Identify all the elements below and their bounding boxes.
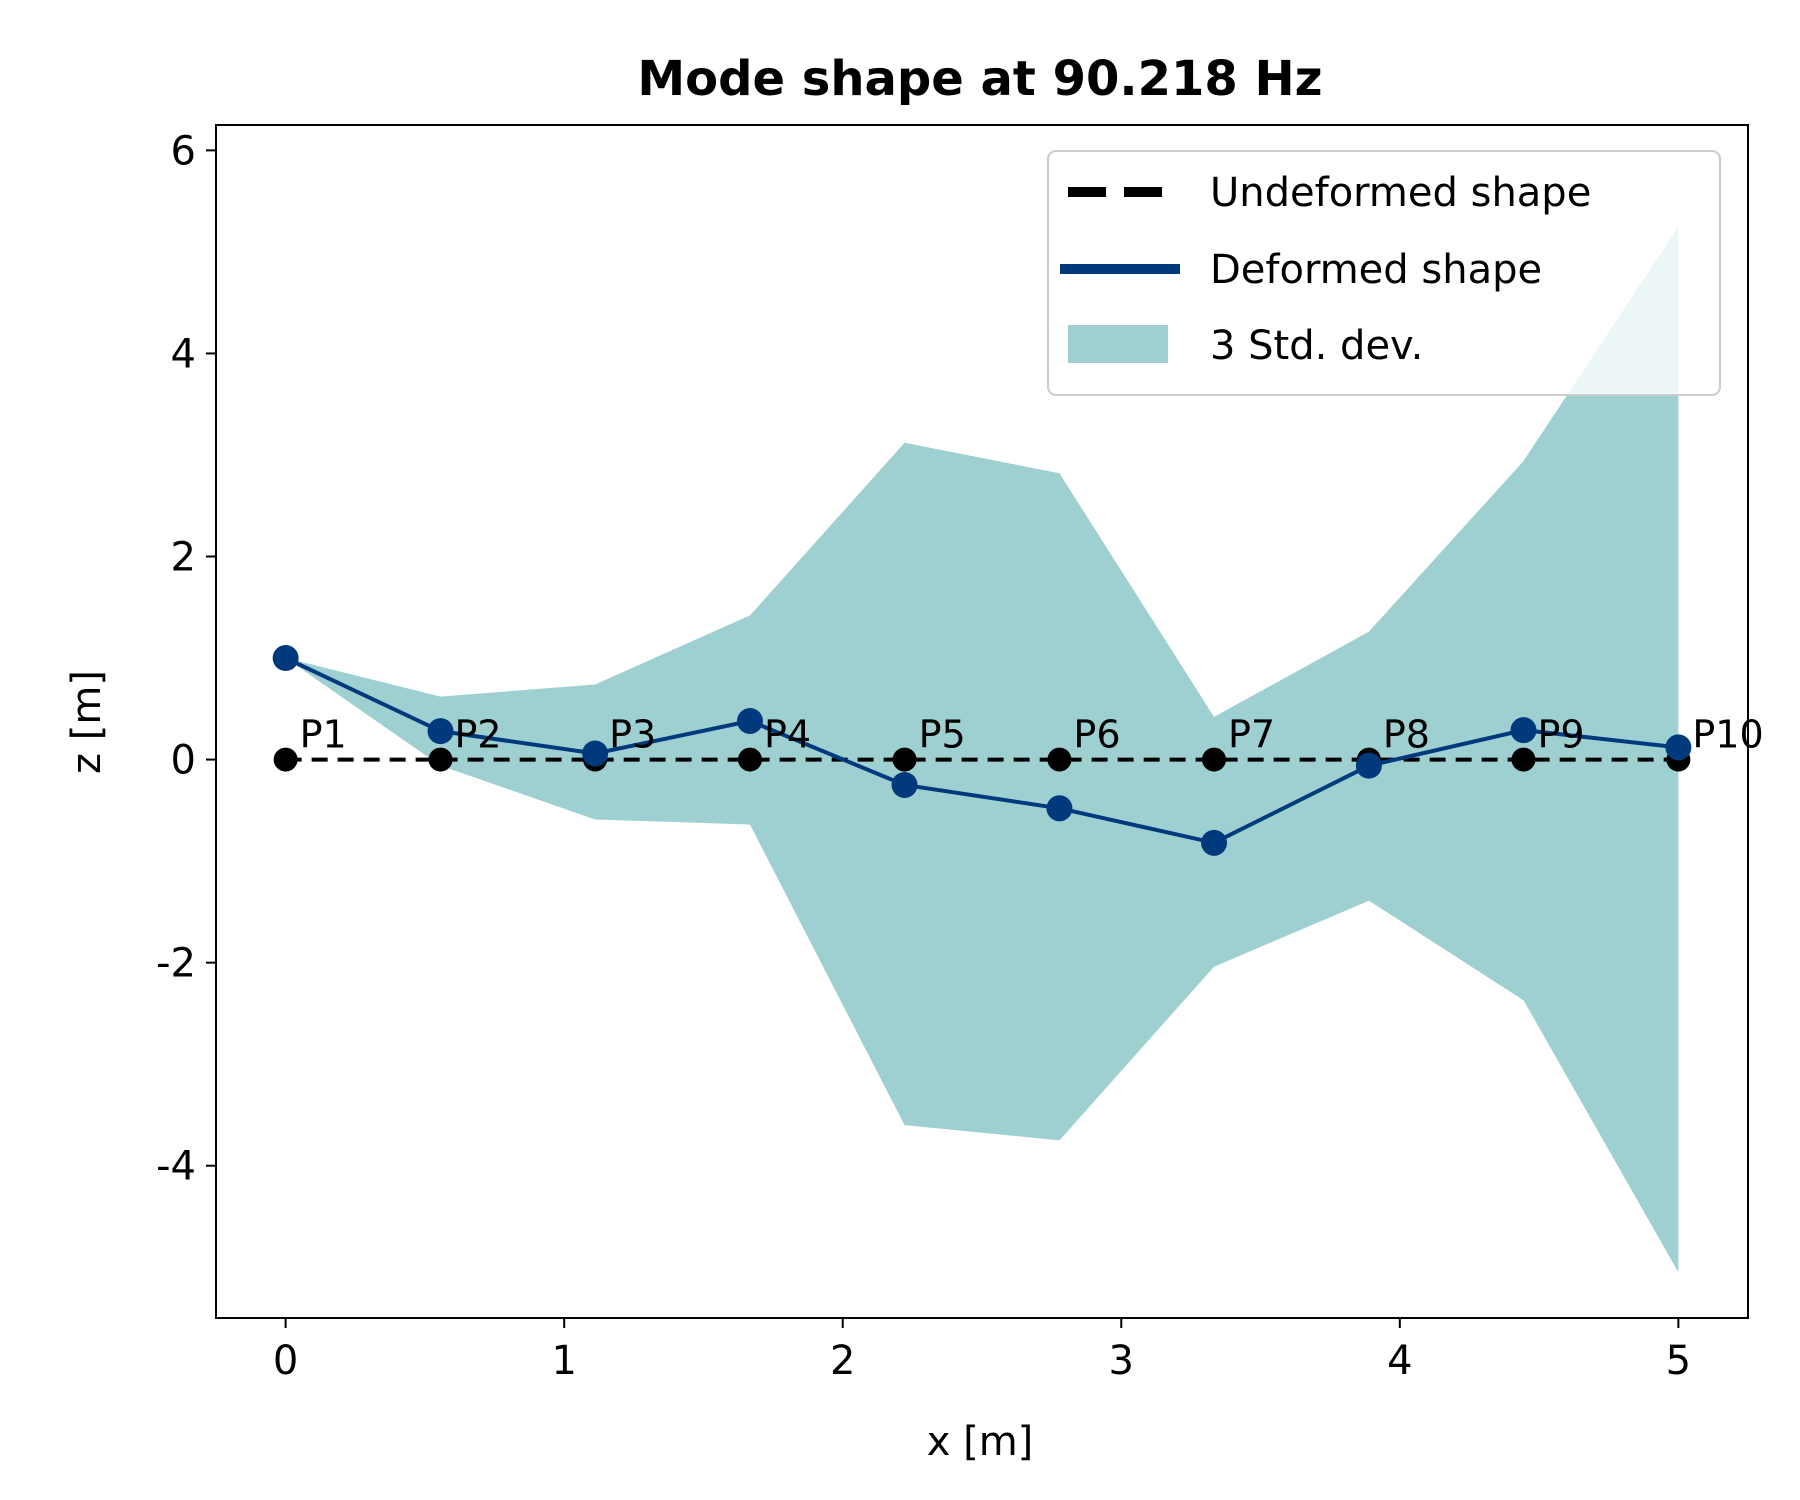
legend-band-swatch <box>1068 325 1168 363</box>
undeformed-point <box>1202 747 1227 772</box>
x-tick-label: 3 <box>1109 1338 1134 1384</box>
legend-undeformed-label: Undeformed shape <box>1210 170 1591 216</box>
deformed-point <box>427 718 454 745</box>
deformed-point <box>1510 717 1537 744</box>
y-axis-ticks: -4 -2 0 2 4 6 <box>156 128 216 1190</box>
x-tick-label: 1 <box>551 1338 576 1384</box>
point-label: P1 <box>300 713 347 757</box>
point-label: P10 <box>1692 713 1763 757</box>
deformed-point <box>272 645 299 672</box>
legend-band-label: 3 Std. dev. <box>1210 323 1423 369</box>
x-axis-label: x [m] <box>927 1419 1034 1465</box>
y-axis-label: z [m] <box>64 670 110 774</box>
y-tick-label: 4 <box>171 331 196 377</box>
legend: Undeformed shape Deformed shape 3 Std. d… <box>1047 150 1721 396</box>
x-tick-label: 2 <box>830 1338 855 1384</box>
y-tick-label: -2 <box>156 941 196 987</box>
deformed-point <box>1201 829 1228 856</box>
y-tick-label: 2 <box>171 535 196 581</box>
undeformed-point <box>737 747 762 772</box>
x-tick-label: 4 <box>1387 1338 1412 1384</box>
y-tick-label: 0 <box>171 738 196 784</box>
point-label: P3 <box>609 713 656 757</box>
std-dev-band-layer <box>285 226 1679 1273</box>
chart-title: Mode shape at 90.218 Hz <box>637 51 1322 107</box>
point-label: P8 <box>1383 713 1430 757</box>
deformed-point <box>1665 734 1692 761</box>
legend-box <box>1047 150 1721 396</box>
plot-frame <box>215 124 1749 1319</box>
deformed-point <box>891 771 918 798</box>
y-tick-label: 6 <box>171 128 196 174</box>
point-label: P2 <box>455 713 502 757</box>
x-axis-ticks: 0 1 2 3 4 5 <box>273 1318 1691 1384</box>
undeformed-point <box>273 747 298 772</box>
point-label-layer: P1 P2 P3 P4 P5 P6 P7 P8 P9 P10 <box>300 713 1764 757</box>
deformed-point <box>736 707 763 734</box>
deformed-point <box>582 740 609 767</box>
deformed-point <box>1355 752 1382 779</box>
undeformed-point <box>1511 747 1536 772</box>
y-tick-label: -4 <box>156 1144 196 1190</box>
point-label: P7 <box>1228 713 1275 757</box>
deformed-shape-line <box>284 656 1679 845</box>
deformed-shape-layer <box>272 645 1692 856</box>
std-dev-band <box>285 226 1679 1273</box>
point-label: P6 <box>1073 713 1120 757</box>
point-label: P4 <box>764 713 811 757</box>
undeformed-point <box>1047 747 1072 772</box>
undeformed-point <box>428 747 453 772</box>
point-label: P9 <box>1537 713 1584 757</box>
legend-deformed-label: Deformed shape <box>1210 247 1542 293</box>
point-label: P5 <box>919 713 966 757</box>
x-tick-label: 0 <box>273 1338 298 1384</box>
deformed-point <box>1046 795 1073 822</box>
undeformed-point <box>892 747 917 772</box>
x-tick-label: 5 <box>1666 1338 1691 1384</box>
